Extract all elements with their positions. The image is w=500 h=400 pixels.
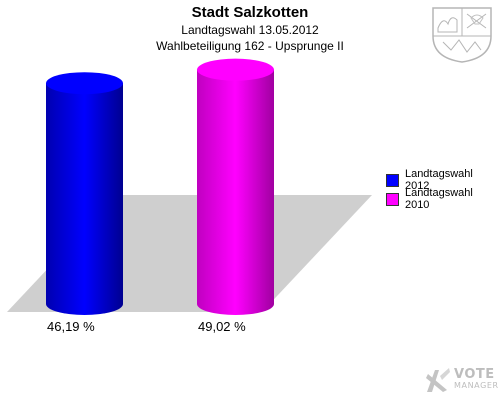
logo-text-manager: MANAGER: [454, 381, 499, 390]
chart-titles: Stadt Salzkotten Landtagswahl 13.05.2012…: [0, 4, 500, 54]
bar-2010: [197, 58, 274, 315]
bar-2012: [46, 72, 123, 316]
chart-subtitle-date: Landtagswahl 13.05.2012: [181, 23, 319, 37]
legend-label-2012: Landtagswahl 2012: [404, 168, 473, 192]
legend-swatch-2012: [386, 173, 399, 187]
legend-item-2012: Landtagswahl 2012: [386, 168, 500, 192]
value-label-2012: 46,19 %: [47, 319, 95, 334]
logo-text-vote: VOTE: [454, 367, 495, 382]
legend-item-2010: Landtagswahl 2010: [386, 187, 500, 211]
legend-label-2010: Landtagswahl 2010: [404, 187, 473, 211]
nrw-coat-of-arms-icon: [431, 6, 493, 69]
legend-swatch-2010: [386, 192, 399, 206]
vote-manager-logo-icon: [426, 368, 450, 392]
value-label-2010: 49,02 %: [198, 319, 246, 334]
chart-title: Stadt Salzkotten: [191, 4, 309, 21]
chart-legend: Landtagswahl 2012 Landtagswahl 2010: [386, 168, 500, 211]
vote-manager-logo: VOTE MANAGER: [425, 366, 499, 394]
chart-subtitle-district: Wahlbeteiligung 162 - Upsprunge II: [156, 39, 344, 53]
